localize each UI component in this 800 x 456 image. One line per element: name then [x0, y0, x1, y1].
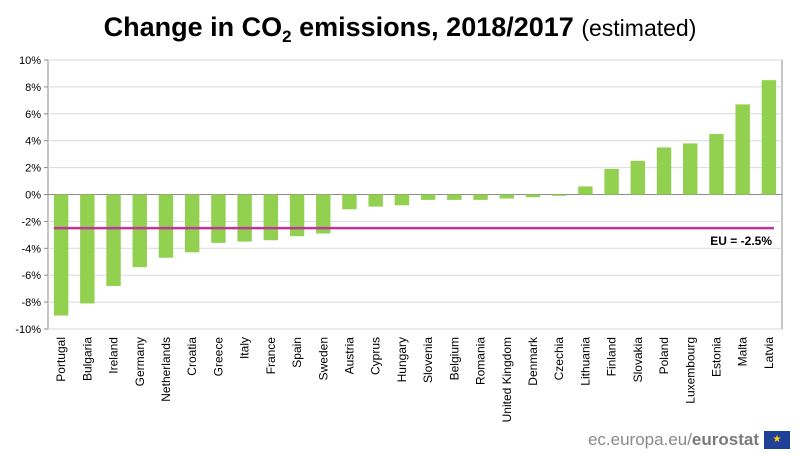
y-tick-label: -6% — [21, 270, 41, 282]
x-tick-label: Germany — [133, 337, 147, 386]
y-tick-label: 6% — [25, 109, 41, 121]
x-tick-label: Estonia — [709, 337, 723, 377]
x-tick-label: Slovakia — [631, 337, 645, 383]
bar-malta — [735, 104, 750, 195]
bar-czechia — [551, 194, 567, 196]
x-tick-label: Italy — [238, 337, 252, 359]
x-tick-label: Cyprus — [369, 337, 383, 375]
bar-denmark — [525, 194, 541, 198]
bar-belgium — [447, 194, 462, 200]
eu-flag-icon: ★ — [764, 431, 790, 449]
bar-cyprus — [368, 194, 383, 207]
bar-italy — [237, 194, 252, 242]
y-tick-label: -10% — [15, 324, 41, 336]
y-tick-label: -8% — [21, 297, 41, 309]
bar-poland — [656, 147, 672, 195]
bar-latvia — [761, 80, 777, 195]
chart-title-main: Change in CO — [103, 12, 283, 42]
y-tick-label: 2% — [25, 163, 41, 175]
chart-title: Change in CO2 emissions, 2018/2017 (esti… — [0, 12, 800, 46]
x-tick-label: Poland — [657, 337, 671, 374]
bar-slovenia — [420, 194, 436, 200]
bar-luxembourg — [683, 143, 698, 195]
x-tick-label: Luxembourg — [683, 337, 697, 404]
y-tick-label: 4% — [25, 136, 41, 148]
bar-ireland — [106, 194, 121, 286]
x-tick-label: Sweden — [316, 337, 330, 380]
x-tick-label: Netherlands — [159, 337, 173, 402]
bar-sweden — [316, 194, 331, 234]
bar-france — [263, 194, 279, 241]
x-tick-label: Romania — [474, 337, 488, 385]
x-tick-label: United Kingdom — [500, 337, 514, 422]
x-tick-label: Austria — [342, 337, 356, 375]
source-brand: eurostat — [691, 430, 759, 449]
y-tick-label: 10% — [19, 55, 41, 67]
x-tick-label: Slovenia — [421, 337, 435, 383]
bar-united-kingdom — [499, 194, 514, 199]
bar-spain — [289, 194, 305, 237]
chart-title-main-rest: emissions, 2018/2017 — [291, 12, 574, 42]
x-tick-label: Belgium — [447, 337, 461, 380]
x-tick-label: Greece — [211, 337, 225, 377]
x-tick-label: Spain — [290, 337, 304, 368]
eu-flag-stars: ★ — [772, 434, 782, 445]
x-tick-label: Croatia — [185, 337, 199, 376]
bar-germany — [132, 194, 147, 268]
chart-title-subscript: 2 — [282, 27, 292, 46]
chart-title-note: (estimated) — [581, 15, 697, 41]
y-tick-label: 0% — [25, 190, 41, 202]
y-tick-label: -2% — [21, 216, 41, 228]
bar-portugal — [53, 194, 69, 316]
x-tick-label: Czechia — [552, 337, 566, 381]
bar-slovakia — [630, 160, 646, 195]
x-tick-label: Bulgaria — [80, 337, 94, 381]
x-tick-label: France — [264, 337, 278, 375]
eu-average-label: EU = -2.5% — [710, 234, 772, 248]
x-tick-label: Malta — [736, 337, 750, 367]
bar-finland — [604, 168, 619, 195]
bar-austria — [342, 194, 357, 210]
bar-lithuania — [578, 186, 593, 195]
x-tick-label: Hungary — [395, 337, 409, 382]
x-tick-label: Lithuania — [578, 337, 592, 386]
y-tick-label: -4% — [21, 243, 41, 255]
bar-netherlands — [158, 194, 174, 258]
y-tick-label: 8% — [25, 82, 41, 94]
x-tick-label: Portugal — [54, 337, 68, 382]
bar-romania — [473, 194, 488, 200]
x-tick-label: Latvia — [762, 337, 776, 369]
source-url: ec.europa.eu/eurostat — [588, 430, 759, 450]
source-prefix: ec.europa.eu/ — [587, 430, 692, 449]
source-footer: ec.europa.eu/eurostat ★ — [588, 430, 790, 450]
x-tick-label: Finland — [605, 337, 619, 376]
x-tick-label: Ireland — [107, 337, 121, 374]
bar-hungary — [394, 194, 410, 206]
bar-croatia — [184, 194, 200, 253]
bar-greece — [211, 194, 226, 243]
bar-estonia — [709, 133, 724, 195]
bar-bulgaria — [80, 194, 95, 304]
x-tick-label: Denmark — [526, 336, 540, 386]
